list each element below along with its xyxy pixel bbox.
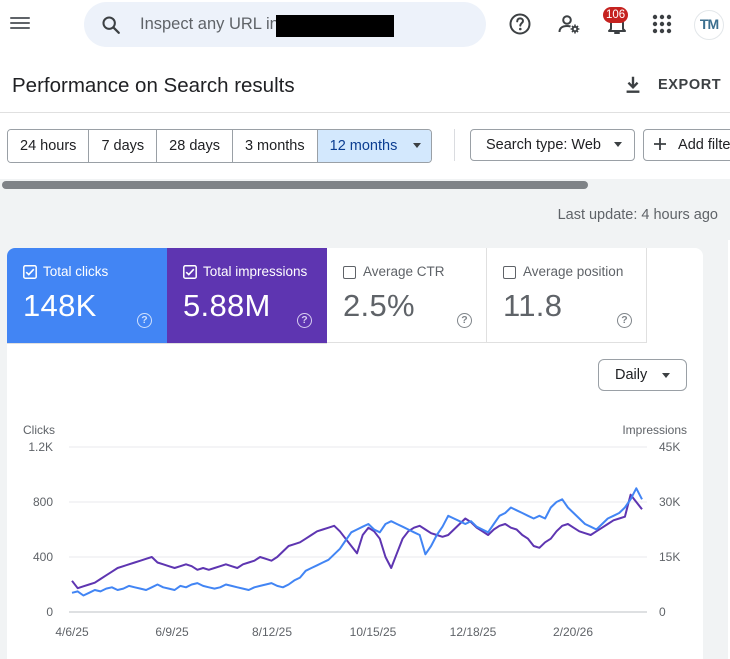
performance-card: Total clicks 148K ? Total impressions 5.…: [7, 248, 703, 659]
clicks-series-line: [71, 487, 643, 597]
date-range-selector: 24 hours 7 days 28 days 3 months 12 mont…: [7, 129, 433, 163]
metric-value: 5.88M: [183, 288, 271, 323]
notification-badge: 106: [603, 7, 629, 23]
x-axis-tick-label: 2/20/26: [553, 625, 593, 639]
performance-chart: Clicks Impressions 0 400 800 1.2K 0 15K 30K 45K…: [23, 423, 687, 639]
metric-value: 148K: [23, 288, 97, 323]
checkbox-checked-icon[interactable]: [23, 265, 37, 279]
chevron-down-icon: [413, 142, 422, 148]
chart-grid: [69, 446, 647, 613]
date-range-24-hours[interactable]: 24 hours: [8, 130, 90, 162]
x-axis-tick-label: 8/12/25: [252, 625, 292, 639]
x-axis-tick-label: 10/15/25: [350, 625, 397, 639]
help-icon[interactable]: [508, 12, 532, 36]
account-avatar[interactable]: TM: [694, 10, 724, 40]
left-axis-tick-label: 800: [33, 495, 53, 509]
search-icon: [102, 16, 120, 34]
date-range-selected-label: 12 months: [329, 138, 398, 154]
x-axis-tick-label: 4/6/25: [55, 625, 89, 639]
left-axis-tick-label: 400: [33, 550, 53, 564]
menu-icon[interactable]: [10, 14, 30, 34]
granularity-dropdown[interactable]: Daily: [598, 359, 687, 391]
x-axis-tick-label: 6/9/25: [155, 625, 189, 639]
last-update-text: Last update: 4 hours ago: [557, 207, 718, 223]
left-axis-tick-label: 0: [46, 605, 53, 619]
metric-value: 2.5%: [343, 288, 415, 323]
chart-ticks: 0 400 800 1.2K 0 15K 30K 45K 4/6/25 6/9/25 8/12/25…: [28, 440, 680, 639]
chevron-down-icon: [614, 141, 622, 147]
divider: [454, 129, 455, 161]
left-axis-tick-label: 1.2K: [28, 440, 53, 454]
metric-label: Total impressions: [203, 264, 308, 279]
url-inspection-search[interactable]: Inspect any URL in: [84, 2, 486, 47]
top-app-bar: Inspect any URL in 106 TM: [0, 0, 730, 52]
side-panel-edge: [728, 240, 730, 659]
add-filter-label: Add filte: [678, 137, 730, 153]
manage-users-icon[interactable]: [557, 12, 581, 36]
x-axis-tick-label: 12/18/25: [450, 625, 497, 639]
page-header: Performance on Search results EXPORT: [0, 52, 730, 113]
impressions-series-line: [71, 493, 643, 590]
help-icon[interactable]: ?: [137, 313, 152, 328]
date-range-3-months[interactable]: 3 months: [232, 130, 318, 162]
right-axis-title: Impressions: [622, 423, 687, 437]
redacted-property-name: [276, 15, 394, 37]
apps-grid-icon[interactable]: [650, 12, 674, 36]
divider: [7, 343, 327, 344]
date-range-12-months[interactable]: 12 months: [317, 130, 432, 162]
metric-value: 11.8: [503, 288, 563, 323]
chart-series: [71, 487, 643, 597]
right-axis-tick-label: 0: [659, 605, 666, 619]
metric-label: Total clicks: [43, 264, 109, 279]
metric-average-ctr[interactable]: Average CTR 2.5% ?: [327, 248, 487, 343]
checkbox-unchecked-icon[interactable]: [503, 266, 516, 279]
add-filter-button[interactable]: Add filte: [643, 129, 730, 161]
help-icon[interactable]: ?: [457, 313, 472, 328]
export-label: EXPORT: [658, 77, 722, 93]
scrollbar-thumb[interactable]: [2, 181, 588, 189]
search-type-label: Search type: Web: [486, 137, 601, 153]
checkbox-unchecked-icon[interactable]: [343, 266, 356, 279]
metric-average-position[interactable]: Average position 11.8 ?: [487, 248, 647, 343]
metric-label: Average CTR: [363, 264, 445, 279]
metric-total-clicks[interactable]: Total clicks 148K ?: [7, 248, 167, 343]
granularity-label: Daily: [615, 367, 648, 383]
plus-icon: [654, 138, 666, 150]
right-axis-tick-label: 45K: [659, 440, 680, 454]
checkbox-checked-icon[interactable]: [183, 265, 197, 279]
filter-bar: 24 hours 7 days 28 days 3 months 12 mont…: [0, 113, 730, 179]
date-range-7-days[interactable]: 7 days: [89, 130, 158, 162]
date-range-28-days[interactable]: 28 days: [157, 130, 233, 162]
help-icon[interactable]: ?: [617, 313, 632, 328]
right-axis-tick-label: 15K: [659, 550, 680, 564]
chevron-down-icon: [662, 373, 670, 378]
help-icon[interactable]: ?: [297, 313, 312, 328]
avatar-initials: TM: [699, 16, 719, 32]
search-input[interactable]: Inspect any URL in: [140, 15, 279, 33]
search-type-filter[interactable]: Search type: Web: [470, 129, 635, 161]
metric-total-impressions[interactable]: Total impressions 5.88M ?: [167, 248, 327, 343]
right-axis-tick-label: 30K: [659, 495, 680, 509]
left-axis-title: Clicks: [23, 423, 55, 437]
page-title: Performance on Search results: [12, 74, 295, 97]
metric-label: Average position: [523, 264, 624, 279]
export-button[interactable]: EXPORT: [622, 72, 721, 98]
download-icon: [626, 76, 640, 93]
